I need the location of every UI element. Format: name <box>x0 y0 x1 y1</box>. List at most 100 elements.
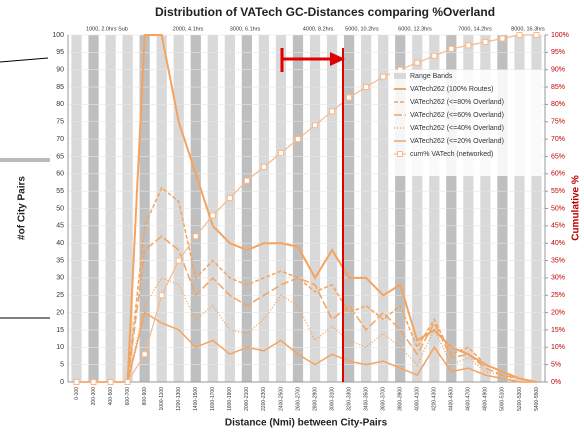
series-line <box>76 34 537 383</box>
x-tick-label: 2800-2900 <box>312 387 318 411</box>
arrow-head <box>330 52 345 66</box>
x-tick-label: 800-900 <box>142 387 148 406</box>
series-marker <box>260 163 267 170</box>
series-marker <box>516 32 523 38</box>
y2-tick-label: 30% <box>551 275 565 282</box>
legend-label: VATech262 (<=40% Overland) <box>410 125 504 132</box>
y-tick-label: 90 <box>56 67 64 74</box>
y2-tick-label: 75% <box>551 119 565 126</box>
series-marker <box>124 379 131 385</box>
y-axis-label: #of City Pairs <box>17 176 28 240</box>
series-marker <box>192 233 199 240</box>
series-line <box>76 186 537 383</box>
y-tick-label: 65 <box>56 153 64 160</box>
y-tick-label: 95 <box>56 49 64 56</box>
x-tick-label: 400-500 <box>108 387 114 406</box>
y-tick-label: 100 <box>52 32 64 39</box>
series-line <box>76 235 537 383</box>
y-tick-label: 10 <box>56 344 64 351</box>
y2-tick-label: 10% <box>551 344 565 351</box>
series-marker <box>107 379 114 385</box>
y2-tick-label: 45% <box>551 223 565 230</box>
series-marker <box>243 177 250 184</box>
y2-tick-label: 50% <box>551 205 565 212</box>
x-tick-label: 1600-1700 <box>210 387 216 411</box>
series-marker <box>312 122 319 129</box>
series-marker <box>499 35 506 42</box>
y-tick-label: 35 <box>56 257 64 264</box>
legend-label: VATech262 (100% Routes) <box>410 86 493 93</box>
legend-box <box>390 70 542 176</box>
x-tick-label: 4200-4300 <box>432 387 438 411</box>
legend-swatch <box>394 73 406 79</box>
x-tick-label: 2600-2700 <box>295 387 301 411</box>
y-tick-label: 85 <box>56 84 64 91</box>
x-tick-label: 3600-3700 <box>380 387 386 411</box>
distance-annotation: 3000, 6.1hrs <box>230 26 261 32</box>
y-tick-label: 55 <box>56 188 64 195</box>
x-tick-label: 1400-1500 <box>193 387 199 411</box>
y2-tick-label: 60% <box>551 171 565 178</box>
y2-tick-label: 95% <box>551 49 565 56</box>
series-marker <box>329 108 336 115</box>
sheet-line <box>0 57 49 63</box>
plot: 0 5 10 15 20 25 30 35 40 45 50 55 60 65 70 75 80 85 90 95 10… <box>52 26 569 410</box>
series-marker <box>158 292 165 299</box>
x-tick-label: 0-100 <box>74 387 80 400</box>
y-tick-label: 30 <box>56 275 64 282</box>
series-marker <box>482 38 489 45</box>
legend: Range Bands VATech262 (100% Routes) VATech… <box>390 70 542 176</box>
legend-label: cum% VATech (networked) <box>410 151 493 158</box>
x-tick-label: 2000-2100 <box>244 387 250 411</box>
y-tick-label: 20 <box>56 309 64 316</box>
y2-tick-label: 20% <box>551 309 565 316</box>
legend-marker <box>397 151 403 157</box>
x-tick-label: 4600-4700 <box>466 387 472 411</box>
series-marker <box>414 59 421 66</box>
x-tick-label: 5400-5500 <box>534 387 540 411</box>
x-tick-label: 2200-2300 <box>261 387 267 411</box>
distance-annotation: 2000, 4.1hrs <box>173 26 204 32</box>
x-tick-label: 3000-3100 <box>329 387 335 411</box>
x-tick-label: 4000-4100 <box>415 387 421 411</box>
x-tick-label: 1000-1100 <box>159 387 165 411</box>
series-marker <box>294 136 301 143</box>
series-marker <box>209 212 216 219</box>
x-axis-label: Distance (Nmi) between City-Pairs <box>225 418 388 429</box>
distance-annotation: 4000, 8.2hrs <box>303 26 334 32</box>
y2-tick-label: 40% <box>551 240 565 247</box>
y-tick-label: 45 <box>56 223 64 230</box>
series-marker <box>431 52 438 59</box>
legend-label: Range Bands <box>410 73 453 80</box>
y-tick-label: 60 <box>56 171 64 178</box>
red-annotation <box>280 48 345 382</box>
y-tick-label: 80 <box>56 101 64 108</box>
distance-annotation: 5000, 10.2hrs <box>345 26 379 32</box>
distance-annotation: 7000, 14.2hrs <box>458 26 492 32</box>
series-marker <box>175 257 182 264</box>
series-marker <box>90 379 97 385</box>
y2-tick-label: 0% <box>551 379 561 386</box>
series-marker <box>448 45 455 52</box>
distance-annotation: 8000, 16.3hrs <box>511 26 545 32</box>
series-marker <box>226 195 233 202</box>
x-tick-label: 2400-2500 <box>278 387 284 411</box>
y2-tick-label: 55% <box>551 188 565 195</box>
y2-tick-label: 70% <box>551 136 565 143</box>
series-line <box>76 311 537 383</box>
y2-tick-label: 25% <box>551 292 565 299</box>
x-tick-label: 4800-4900 <box>483 387 489 411</box>
x-tick-label: 3800-3900 <box>398 387 404 411</box>
chart-title: Distribution of VATech GC-Distances comp… <box>155 5 495 19</box>
x-tick-label: 3400-3500 <box>363 387 369 411</box>
x-tick-label: 1200-1300 <box>176 387 182 411</box>
y2-tick-label: 100% <box>551 32 569 39</box>
y2-tick-label: 5% <box>551 361 561 368</box>
series-marker <box>380 73 387 80</box>
series-marker <box>533 32 540 38</box>
distance-annotation: 1000, 2.0hrs Sub <box>86 26 128 32</box>
legend-label: VATech262 (<=60% Overland) <box>410 112 504 119</box>
x-tick-label: 600-700 <box>125 387 131 406</box>
y2-tick-label: 90% <box>551 67 565 74</box>
